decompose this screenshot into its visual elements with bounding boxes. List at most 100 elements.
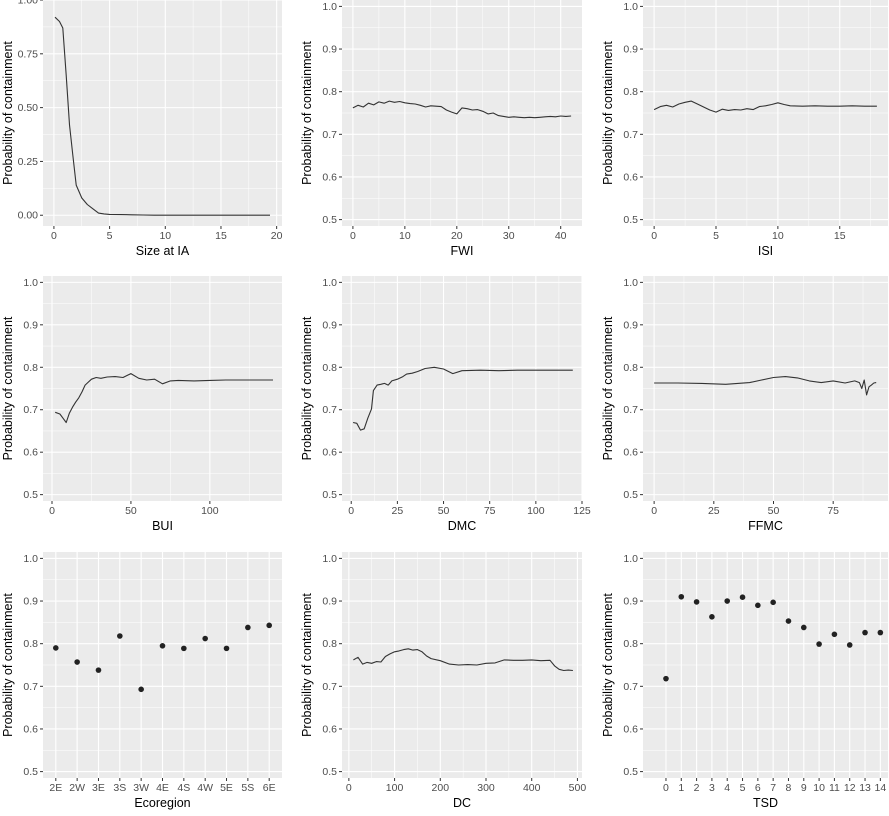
x-tick-label: 3S [113,782,126,794]
y-tick-label: 1.0 [322,553,337,565]
x-tick-label: 0 [663,782,669,794]
series-line [54,16,270,216]
x-tick-label: 75 [827,505,839,517]
panel-dmc: 0 25 50 75 100 125 0.5 0.6 0.7 0.8 0.9 1.0 DMC Probab… [300,276,591,533]
panel-size-at-ia: 0 5 10 15 20 0.00 0.25 0.50 0.75 1.00 Size at IA Pr… [1,0,283,258]
y-tick-label: 0.8 [623,86,638,98]
x-tick-label: 2 [694,782,700,794]
data-point [877,629,884,636]
x-tick-label: 0 [49,505,55,517]
x-tick-label: 5S [241,782,254,794]
x-tick-label: 0 [51,230,57,242]
x-tick-label: 25 [708,505,720,517]
y-axis-title: Probability of containment [601,316,615,460]
y-tick-label: 1.00 [18,0,39,7]
y-tick-label: 0.9 [23,596,38,608]
x-tick-label: 8 [786,782,792,794]
data-point [770,599,776,606]
panel-ffmc: 0 25 50 75 0.5 0.6 0.7 0.8 0.9 1.0 FFMC Probability… [601,276,888,533]
y-tick-label: 0.5 [322,214,337,226]
y-tick-label: 0.6 [23,447,38,459]
x-tick-label: 30 [503,230,515,242]
data-point [266,622,272,629]
x-tick-label: 3W [133,782,149,794]
x-tick-label: 15 [215,230,227,242]
x-tick-label: 15 [834,230,846,242]
y-axis-title: Probability of containment [1,41,15,185]
y-tick-label: 1.0 [322,277,337,289]
x-tick-label: 50 [768,505,780,517]
x-tick-label: 40 [555,230,567,242]
data-point [117,633,123,639]
x-tick-label: 3E [92,782,105,794]
data-point [831,631,838,638]
y-tick-label: 0.5 [23,766,38,778]
x-tick-label: 2E [49,782,62,794]
x-tick-label: 20 [451,230,463,242]
y-tick-label: 0.5 [322,489,337,501]
y-tick-label: 0.7 [322,129,337,141]
x-tick-label: 25 [392,505,404,517]
y-tick-label: 0.6 [623,171,638,183]
x-axis-title: BUI [152,519,173,533]
y-axis-title: Probability of containment [601,41,615,185]
x-tick-label: 100 [386,782,404,794]
x-axis-title: TSD [753,796,778,810]
data-point [159,643,166,649]
y-tick-label: 0.5 [623,214,638,226]
y-tick-label: 0.6 [322,447,337,459]
x-tick-label: 500 [569,782,587,794]
data-point [245,624,251,631]
y-tick-label: 0.8 [23,638,38,650]
x-tick-label: 4 [724,782,730,794]
x-tick-label: 0 [348,505,354,517]
panel-dc: 0 100 200 300 400 500 0.5 0.6 0.7 0.8 0.9 1.0 DC Prob… [300,552,586,810]
y-tick-label: 0.9 [322,319,337,331]
x-tick-label: 4S [177,782,190,794]
x-axis-title: FWI [451,244,474,258]
x-tick-label: 20 [271,230,283,242]
data-point [138,686,144,693]
panel-isi: 0 5 10 15 0.5 0.6 0.7 0.8 0.9 1.0 ISI Probability o… [601,0,888,258]
y-tick-label: 0.25 [18,156,39,168]
x-axis-title: ISI [758,244,773,258]
data-point [724,598,731,604]
data-point [678,593,685,600]
x-tick-label: 4E [156,782,169,794]
y-tick-label: 0.8 [23,362,38,374]
y-tick-label: 1.0 [623,277,638,289]
data-point [693,599,700,605]
data-point [785,618,792,624]
data-point [846,642,853,648]
y-tick-label: 0.00 [18,210,39,222]
y-tick-label: 0.7 [322,681,337,693]
x-tick-label: 75 [484,505,496,517]
data-point [862,629,868,636]
y-tick-label: 0.9 [623,319,638,331]
y-tick-label: 0.9 [322,596,337,608]
y-tick-label: 0.5 [623,489,638,501]
panel-bui: 0 50 100 0.5 0.6 0.7 0.8 0.9 1.0 BUI Probability o… [1,276,282,533]
series-line [55,373,273,424]
y-tick-label: 0.9 [623,44,638,56]
y-axis-title: Probability of containment [601,593,615,737]
data-point [739,594,746,600]
x-tick-label: 5 [713,230,719,242]
y-tick-label: 0.6 [322,171,337,183]
y-tick-label: 0.8 [623,362,638,374]
data-point [202,635,208,642]
x-axis-title: Ecoregion [134,796,190,810]
x-tick-label: 7 [770,782,776,794]
x-tick-label: 10 [159,230,171,242]
y-tick-label: 0.7 [23,681,38,693]
y-tick-label: 0.75 [18,48,39,60]
x-tick-label: 0 [350,230,356,242]
y-tick-label: 0.6 [322,723,337,735]
x-tick-label: 0 [651,230,657,242]
series-line [352,100,572,119]
y-tick-label: 1.0 [623,1,638,13]
y-tick-label: 0.8 [322,362,337,374]
y-tick-label: 0.8 [623,638,638,650]
